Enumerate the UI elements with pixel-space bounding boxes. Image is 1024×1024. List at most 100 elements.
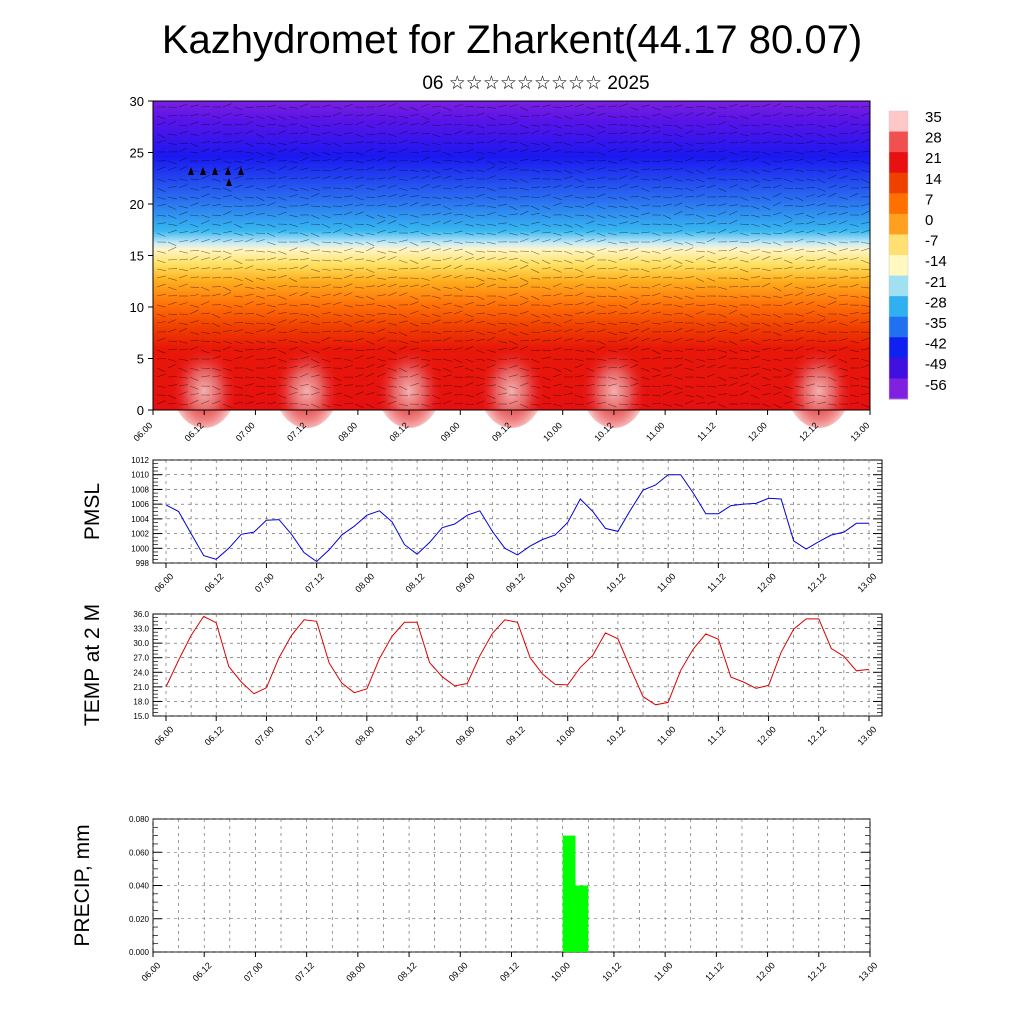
colorbar: 35 28 21 14 7 0 -7 -14 -21 -28 -35 -42 -49 -56 [888, 109, 947, 400]
x-tick-label: 06.00 [152, 724, 175, 747]
colorbar-label: 7 [925, 191, 933, 208]
colorbar-label: -28 [925, 294, 947, 311]
x-tick-label: 09.00 [454, 724, 477, 747]
chart-title: Kazhydromet for Zharkent(44.17 80.07) [161, 18, 863, 62]
x-tick-label: 13.00 [856, 960, 879, 983]
x-tick-label: 11.12 [703, 960, 726, 983]
y-tick-label: 0.060 [129, 848, 150, 857]
x-tick-label: 08.00 [344, 960, 367, 983]
x-tick-label: 13.00 [855, 571, 878, 594]
y-tick-label: 15.0 [133, 712, 149, 721]
colorbar-label: -56 [925, 377, 947, 394]
colorbar-swatch [889, 172, 908, 194]
y-tick-label: 15 [130, 249, 144, 264]
colorbar-swatch [889, 131, 908, 153]
colorbar-swatch [889, 296, 908, 318]
colorbar-label: 21 [925, 150, 942, 167]
wind-arrow [200, 167, 206, 175]
x-tick-label: 07.00 [242, 960, 265, 983]
x-tick-label: 10.12 [600, 960, 623, 983]
y-tick-label: 1012 [131, 456, 149, 465]
colorbar-label: -7 [925, 233, 938, 250]
x-tick-label: 09.12 [504, 571, 527, 594]
x-tick-label: 10.12 [604, 571, 627, 594]
y-tick-label: 0.080 [129, 815, 150, 824]
x-tick-label: 08.12 [395, 960, 418, 983]
y-tick-label: 1008 [131, 485, 149, 494]
y-tick-label: 1002 [131, 530, 149, 539]
x-tick-label: 09.12 [498, 960, 521, 983]
y-tick-label: 0.000 [129, 948, 150, 957]
temp-line [165, 615, 870, 706]
y-tick-label: 36.0 [133, 610, 149, 619]
x-tick-label: 06.12 [203, 724, 226, 747]
y-tick-label: 998 [136, 559, 150, 568]
y-tick-label: 27.0 [133, 654, 149, 663]
x-tick-label: 12.12 [805, 724, 828, 747]
y-tick-label: 0.040 [129, 882, 150, 891]
colorbar-frame [888, 110, 909, 400]
y-tick-label: 20 [130, 197, 144, 212]
precip-panel: 0.000 0.020 0.040 0.060 0.080 06.00 06.12 07.00… [71, 815, 879, 983]
x-tick-label: 06.12 [203, 571, 226, 594]
chart-subtitle: 06 ☆☆☆☆☆☆☆☆☆ 2025 [422, 73, 650, 94]
y-tick-label: 5 [137, 352, 144, 367]
precip-bar [562, 835, 576, 952]
colorbar-swatch [889, 152, 908, 174]
y-tick-label: 24.0 [133, 668, 149, 677]
colorbar-swatch [889, 213, 908, 235]
colorbar-swatch [889, 357, 908, 379]
wind-arrow [188, 167, 194, 175]
x-tick-label: 10.00 [549, 960, 572, 983]
colorbar-swatch [889, 193, 908, 215]
wind-arrow [238, 167, 244, 175]
precip-bar [575, 885, 589, 952]
x-tick-label: 06.00 [152, 571, 175, 594]
x-tick-label: 08.00 [336, 420, 359, 443]
y-tick-label: 21.0 [133, 683, 149, 692]
x-tick-label: 09.00 [454, 571, 477, 594]
pressure-panel: 998 1000 1002 1004 1006 1008 1010 1012 06.00 06.1… [81, 456, 883, 594]
wind-barbs [156, 103, 871, 408]
colorbar-swatch [889, 255, 908, 277]
x-tick-label: 10.00 [541, 420, 564, 443]
x-tick-label: 07.12 [303, 571, 326, 594]
y-tick-label: 18.0 [133, 697, 149, 706]
warm-cell [170, 336, 239, 428]
colorbar-label: 28 [925, 130, 942, 147]
x-tick-label: 12.12 [805, 571, 828, 594]
x-tick-label: 11.00 [655, 724, 678, 747]
wind-arrow [212, 167, 218, 175]
y-axis-label: PRECIP, mm [71, 824, 94, 946]
y-tick-label: 10 [130, 300, 144, 315]
colorbar-swatch [889, 337, 908, 359]
colorbar-label: 0 [925, 212, 933, 229]
y-tick-label: 30.0 [133, 639, 149, 648]
x-tick-label: 07.12 [303, 724, 326, 747]
colorbar-swatch [889, 234, 908, 256]
x-tick-label: 13.00 [855, 724, 878, 747]
x-tick-label: 10.00 [554, 724, 577, 747]
colorbar-swatch [889, 275, 908, 297]
y-tick-label: 1004 [131, 515, 149, 524]
x-tick-label: 09.12 [504, 724, 527, 747]
x-tick-label: 09.00 [447, 960, 470, 983]
colorbar-label: -21 [925, 274, 947, 291]
x-tick-label: 08.12 [403, 724, 426, 747]
x-tick-label: 08.00 [353, 571, 376, 594]
colorbar-label: -42 [925, 336, 947, 353]
y-tick-label: 1006 [131, 500, 149, 509]
x-tick-label: 11.00 [644, 420, 667, 443]
x-tick-label: 07.00 [253, 571, 276, 594]
x-tick-label: 09.00 [439, 420, 462, 443]
x-tick-label: 07.12 [293, 960, 316, 983]
x-tick-label: 12.00 [755, 571, 778, 594]
x-tick-label: 12.00 [755, 724, 778, 747]
colorbar-label: 14 [925, 171, 942, 188]
x-tick-label: 12.00 [754, 960, 777, 983]
x-tick-label: 06.00 [139, 960, 162, 983]
y-axis-label: TEMP at 2 M [81, 604, 104, 726]
y-tick-label: 30 [130, 94, 144, 109]
